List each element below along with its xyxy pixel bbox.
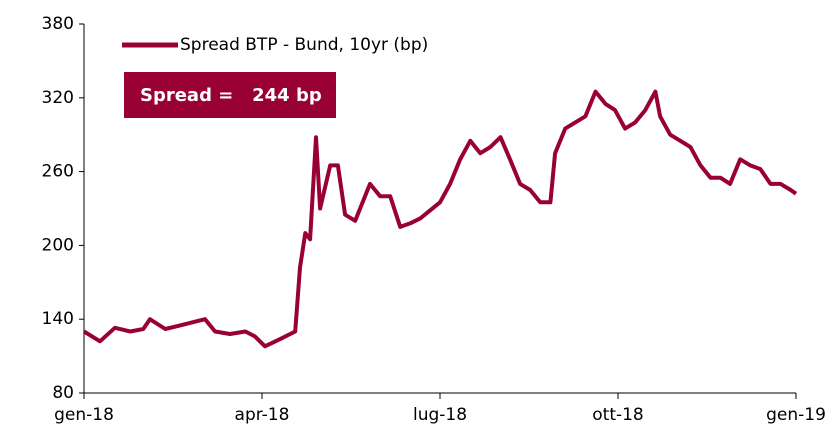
y-tick-label: 140 (42, 309, 74, 329)
legend-label: Spread BTP - Bund, 10yr (bp) (180, 35, 428, 55)
y-tick-label: 80 (52, 383, 74, 403)
x-tick-label: gen-19 (766, 405, 826, 425)
annotation: Spread = 244 bp (140, 85, 322, 106)
annotation-box (124, 72, 336, 118)
x-tick-label: gen-18 (54, 405, 114, 425)
y-tick-label: 380 (42, 14, 74, 34)
y-tick-label: 200 (42, 235, 74, 255)
x-tick-label: ott-18 (592, 405, 644, 425)
y-tick-label: 320 (42, 88, 74, 108)
x-tick-label: lug-18 (413, 405, 467, 425)
y-tick-label: 260 (42, 162, 74, 182)
x-tick-label: apr-18 (235, 405, 290, 425)
series-line (82, 89, 798, 349)
